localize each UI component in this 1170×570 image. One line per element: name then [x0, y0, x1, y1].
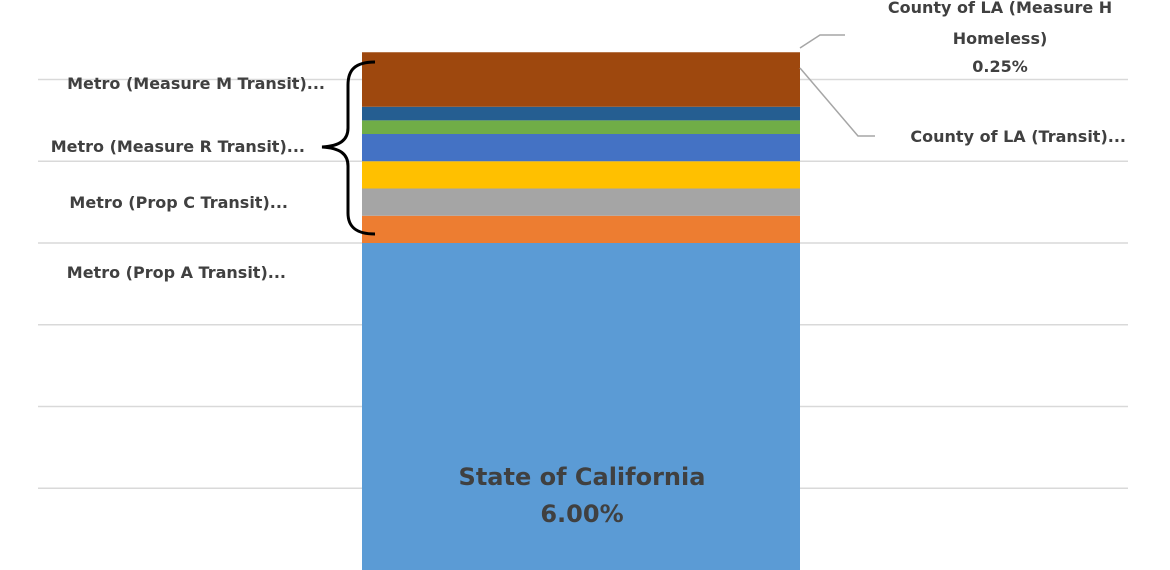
- label-metro-measure-r: Metro (Measure R Transit)...: [51, 137, 305, 156]
- bar-segment-7: [362, 52, 800, 107]
- leader-line-measure-h: [799, 34, 845, 49]
- bar-segment-3: [362, 161, 800, 189]
- metro-bracket: [321, 60, 376, 236]
- top-segment-value: 1.00%: [554, 4, 610, 23]
- bar-stack: [362, 52, 800, 570]
- label-county-transit: County of LA (Transit)...: [910, 127, 1126, 146]
- label-metro-prop-c: Metro (Prop C Transit)...: [69, 193, 288, 212]
- leader-lines: [799, 34, 875, 137]
- bar-segment-1: [362, 215, 800, 243]
- label-county-measure-h-value: 0.25%: [972, 57, 1028, 76]
- bar-segment-6: [362, 106, 800, 121]
- bar-segment-5: [362, 120, 800, 134]
- label-state-name: State of California: [459, 463, 706, 491]
- label-metro-prop-a: Metro (Prop A Transit)...: [67, 263, 286, 282]
- label-county-measure-h-line1: County of LA (Measure H: [888, 0, 1112, 17]
- bar-segment-4: [362, 134, 800, 162]
- bar-segment-0: [362, 243, 800, 570]
- label-county-measure-h-line2: Homeless): [953, 29, 1048, 48]
- bar-segment-2: [362, 188, 800, 216]
- label-state-value: 6.00%: [540, 500, 623, 528]
- label-metro-measure-m: Metro (Measure M Transit)...: [67, 74, 325, 93]
- leader-line-county-transit: [799, 67, 875, 137]
